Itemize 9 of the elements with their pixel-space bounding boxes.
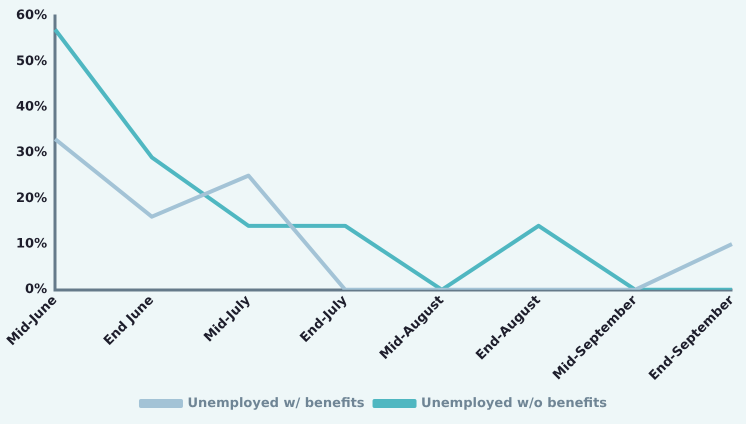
y-tick-label: 50% <box>16 54 48 69</box>
y-tick-label: 40% <box>16 99 48 114</box>
y-tick-label: 30% <box>16 145 48 160</box>
legend-label: Unemployed w/o benefits <box>421 396 608 411</box>
legend-label: Unemployed w/ benefits <box>187 396 365 411</box>
y-tick-label: 10% <box>16 236 48 252</box>
y-tick-label: 20% <box>16 190 48 206</box>
y-tick-label: 0% <box>25 282 48 298</box>
y-tick-label: 60% <box>16 8 48 24</box>
